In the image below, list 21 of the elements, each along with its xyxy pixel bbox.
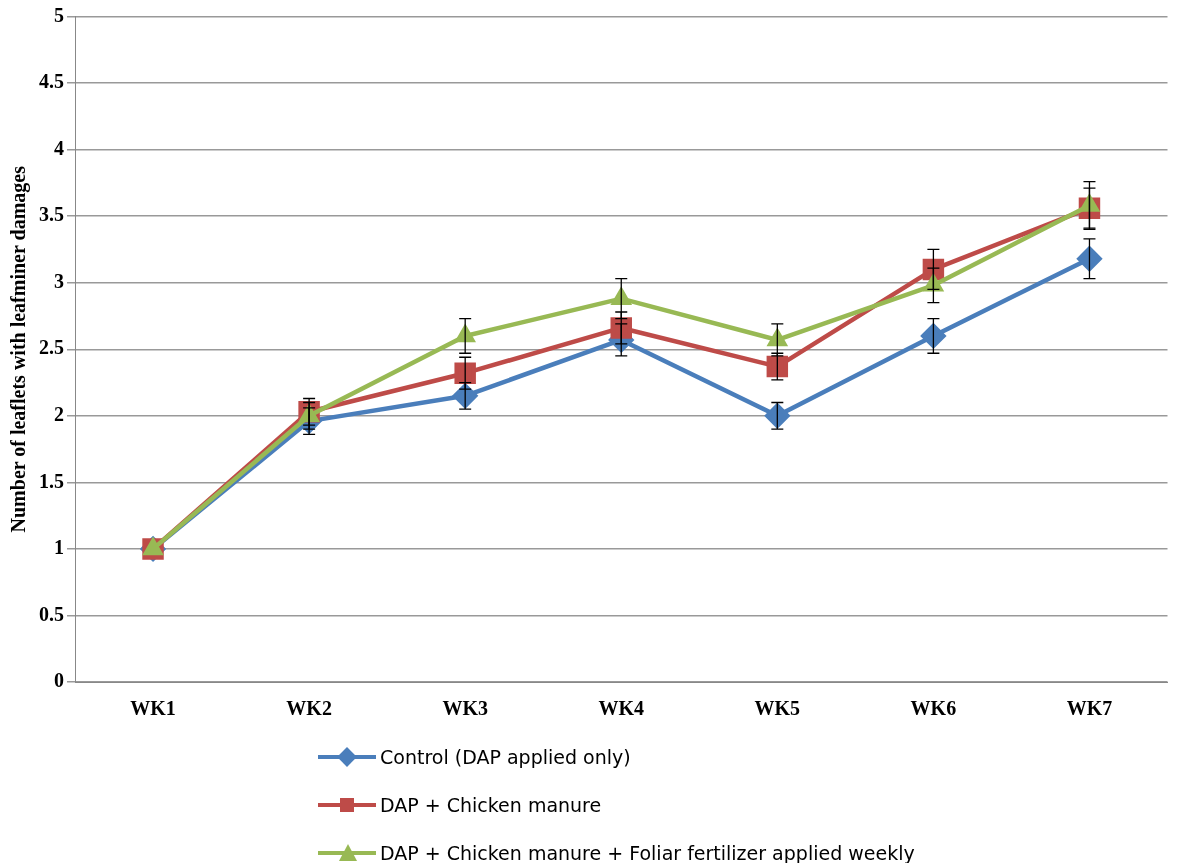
x-tick-label: WK5 xyxy=(754,697,801,720)
x-tick-label: WK2 xyxy=(286,697,332,720)
x-tick-label: WK1 xyxy=(130,697,176,720)
legend-label: DAP + Chicken manure xyxy=(380,794,602,816)
y-axis-title: Number of leaflets with leafminer damages xyxy=(7,165,31,533)
x-tick-label: WK7 xyxy=(1066,697,1113,720)
y-tick-label: 5 xyxy=(54,3,64,26)
y-tick-label: 0 xyxy=(54,669,64,692)
y-tick-label: 1 xyxy=(54,536,64,559)
x-tick-label: WK3 xyxy=(442,697,488,720)
legend-label: Control (DAP applied only) xyxy=(380,746,631,768)
y-tick-label: 4 xyxy=(54,136,64,159)
y-tick-label: 0.5 xyxy=(39,602,64,625)
y-tick-label: 1.5 xyxy=(39,469,64,492)
y-tick-label: 2 xyxy=(54,402,64,425)
x-tick-label: WK6 xyxy=(910,697,957,720)
y-tick-label: 3.5 xyxy=(39,203,64,226)
y-tick-label: 3 xyxy=(54,269,64,292)
y-tick-label: 4.5 xyxy=(39,70,64,93)
y-tick-label: 2.5 xyxy=(39,336,64,359)
x-tick-label: WK4 xyxy=(598,697,645,720)
